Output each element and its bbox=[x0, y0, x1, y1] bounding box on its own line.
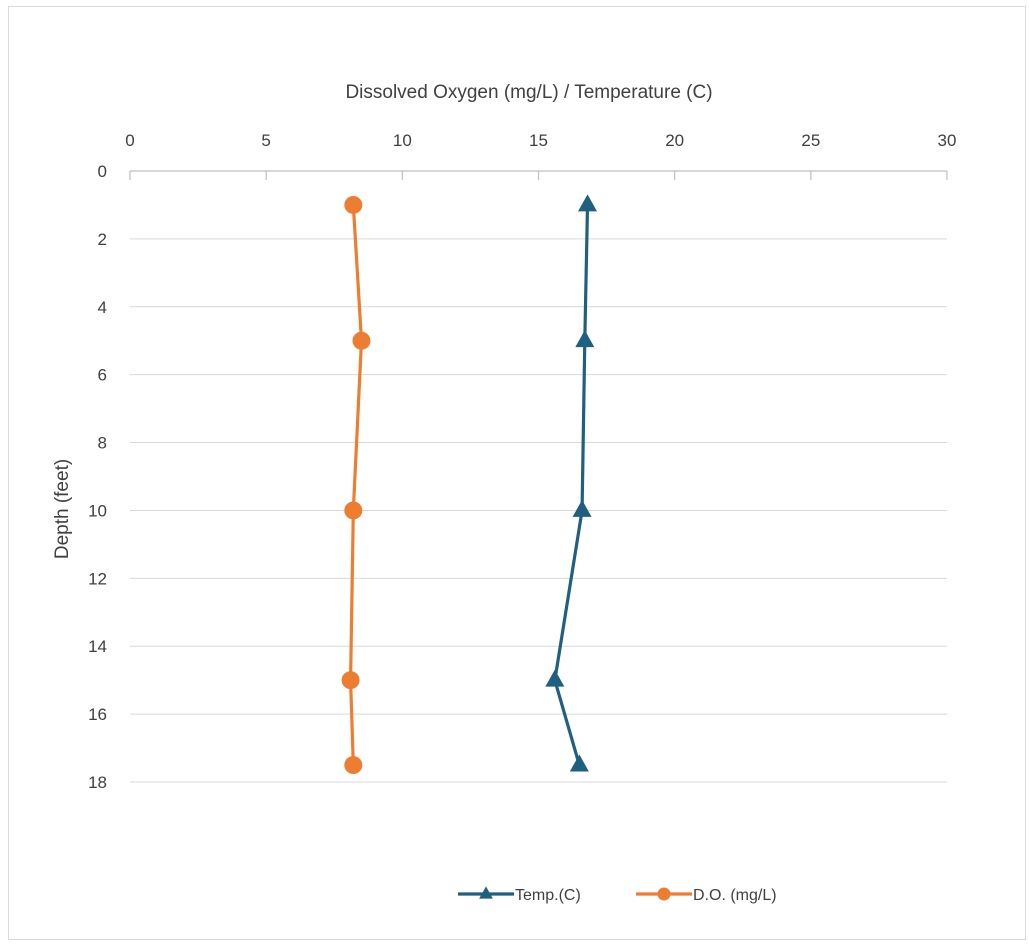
x-tick-label-20: 20 bbox=[665, 131, 684, 150]
y-axis-title: Depth (feet) bbox=[52, 459, 73, 559]
y-tick-label-6: 6 bbox=[98, 366, 107, 385]
y-tick-label-14: 14 bbox=[88, 637, 107, 656]
x-tick-label-10: 10 bbox=[393, 131, 412, 150]
legend-marker-temp bbox=[479, 886, 493, 899]
x-axis-title: Dissolved Oxygen (mg/L) / Temperature (C… bbox=[345, 82, 712, 103]
legend-marker-do bbox=[657, 887, 671, 901]
x-tick-label-15: 15 bbox=[529, 131, 548, 150]
y-tick-label-4: 4 bbox=[98, 298, 107, 317]
y-tick-label-2: 2 bbox=[98, 230, 107, 249]
y-tick-label-10: 10 bbox=[88, 501, 107, 520]
y-tick-label-18: 18 bbox=[88, 773, 107, 792]
legend: Temp.(C) D.O. (mg/L) bbox=[458, 886, 777, 904]
data-point-temp-2 bbox=[572, 499, 592, 517]
y-tick-label-16: 16 bbox=[88, 705, 107, 724]
gridlines bbox=[130, 238, 947, 783]
legend-label-do: D.O. (mg/L) bbox=[693, 887, 777, 904]
data-point-do-0 bbox=[344, 195, 363, 214]
chart-frame bbox=[8, 6, 1026, 940]
data-point-do-2 bbox=[344, 501, 363, 520]
axes: 0 2 4 6 8 10 12 14 16 18 0 5 10 15 20 25 30 bbox=[88, 131, 956, 792]
legend-label-temp: Temp.(C) bbox=[515, 887, 581, 904]
data-point-temp-4 bbox=[569, 754, 589, 772]
y-tick-label-8: 8 bbox=[98, 434, 107, 453]
y-tick-label-0: 0 bbox=[98, 162, 107, 181]
data-point-do-3 bbox=[341, 671, 360, 690]
data-point-temp-1 bbox=[575, 330, 595, 348]
x-tick-label-0: 0 bbox=[125, 131, 134, 150]
data-point-temp-3 bbox=[545, 669, 565, 687]
x-tick-label-5: 5 bbox=[261, 131, 270, 150]
data-point-do-4 bbox=[344, 756, 363, 775]
x-tick-label-30: 30 bbox=[938, 131, 957, 150]
data-point-temp-0 bbox=[578, 194, 598, 212]
y-tick-label-12: 12 bbox=[88, 569, 107, 588]
x-tick-label-25: 25 bbox=[801, 131, 820, 150]
data-point-do-1 bbox=[352, 331, 371, 350]
series bbox=[341, 194, 598, 775]
